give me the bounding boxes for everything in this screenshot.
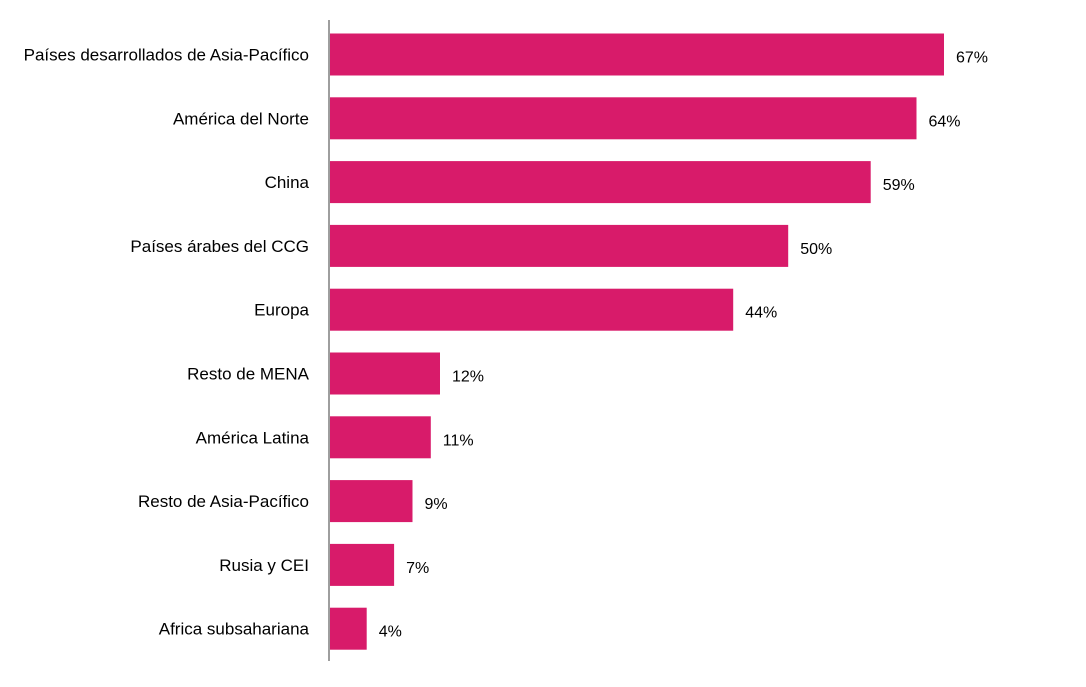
value-label-4: 44% — [745, 305, 777, 322]
bar-1 — [330, 97, 917, 140]
value-labels-group: 67% 64% 59% 50% 44% 12% 11% 9% 7% 4% — [379, 50, 988, 641]
value-label-9: 4% — [379, 624, 402, 641]
bar-9 — [330, 607, 367, 650]
value-label-1: 64% — [929, 113, 961, 130]
value-label-0: 67% — [956, 50, 988, 67]
value-label-7: 9% — [425, 496, 448, 513]
bar-0 — [330, 33, 944, 76]
category-label-6: América Latina — [196, 428, 310, 447]
category-labels-group: Países desarrollados de Asia-Pacífico Amé… — [24, 46, 310, 639]
bar-7 — [330, 480, 413, 523]
value-label-2: 59% — [883, 177, 915, 194]
bar-5 — [330, 352, 440, 395]
value-label-3: 50% — [800, 241, 832, 258]
category-label-5: Resto de MENA — [187, 365, 310, 384]
bar-2 — [330, 161, 871, 204]
category-label-4: Europa — [254, 301, 309, 320]
bar-3 — [330, 224, 789, 267]
category-label-3: Países árabes del CCG — [130, 237, 309, 256]
category-label-2: China — [265, 173, 310, 192]
value-label-5: 12% — [452, 369, 484, 386]
value-label-8: 7% — [406, 560, 429, 577]
category-label-1: América del Norte — [173, 109, 309, 128]
bar-4 — [330, 288, 734, 331]
category-label-8: Rusia y CEI — [219, 556, 309, 575]
bars-group — [330, 33, 944, 650]
category-label-9: Africa subsahariana — [159, 620, 310, 639]
bar-6 — [330, 416, 431, 459]
category-label-0: Países desarrollados de Asia-Pacífico — [24, 46, 309, 65]
value-label-6: 11% — [443, 432, 474, 449]
category-label-7: Resto de Asia-Pacífico — [138, 492, 309, 511]
bar-8 — [330, 543, 395, 586]
